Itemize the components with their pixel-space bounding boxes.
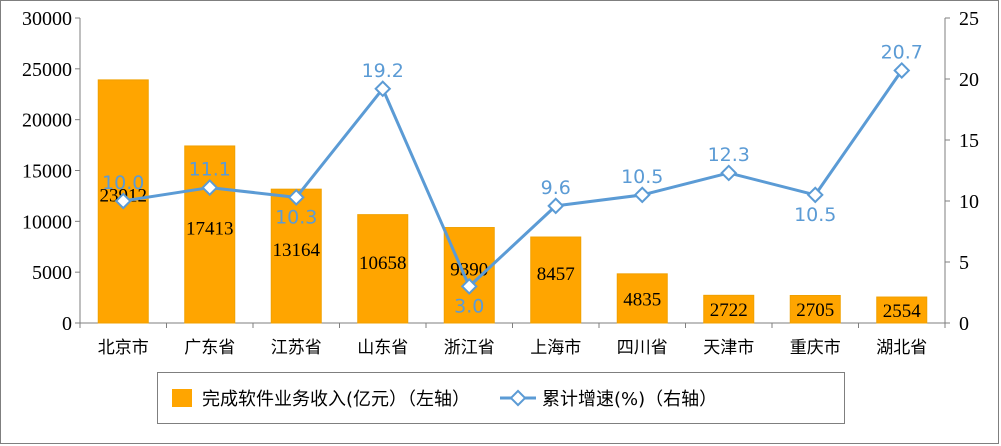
growth-point [114, 192, 132, 210]
growth-value-label: 19.2 [362, 60, 404, 82]
bar [270, 188, 322, 324]
bar [789, 294, 841, 324]
bar [357, 214, 409, 324]
right-tick-label: 20 [959, 69, 979, 91]
bar [443, 227, 495, 324]
x-tick-label: 浙江省 [444, 338, 495, 358]
growth-value-label: 10.0 [102, 172, 144, 194]
bar-value-label: 13164 [273, 240, 321, 261]
x-tick-label: 上海市 [530, 338, 581, 358]
x-tick-label: 广东省 [184, 338, 235, 358]
x-tick-label: 天津市 [703, 338, 754, 358]
legend-line-marker [500, 389, 537, 407]
x-tick-label: 湖北省 [876, 338, 927, 358]
bar-value-label: 2705 [796, 300, 834, 321]
bar [616, 273, 668, 324]
legend-item-growth: 累计增速(%)（右轴） [470, 385, 717, 411]
legend-line-label: 累计增速(%)（右轴） [542, 389, 718, 410]
growth-value-label: 9.6 [541, 177, 571, 199]
bar-value-label: 2722 [710, 300, 748, 321]
growth-line-path [123, 69, 903, 288]
bar-value-label: 2554 [883, 301, 922, 322]
legend: 完成软件业务收入(亿元）（左轴） 累计增速(%)（右轴） [157, 372, 845, 424]
bar-value-label: 4835 [623, 289, 661, 310]
x-tick-label: 江苏省 [271, 338, 322, 358]
growth-value-label: 3.0 [454, 295, 484, 317]
growth-line [114, 61, 911, 295]
right-tick-label: 5 [959, 252, 969, 274]
legend-item-revenue: 完成软件业务收入(亿元）（左轴） [158, 385, 470, 411]
bar [184, 145, 236, 324]
legend-bar-swatch [172, 389, 192, 407]
growth-point [720, 164, 738, 182]
bar-value-label: 9390 [450, 259, 488, 280]
right-tick-label: 25 [959, 8, 979, 30]
x-tick-label: 四川省 [617, 338, 668, 358]
growth-point [893, 61, 911, 79]
x-tick-label: 北京市 [98, 338, 149, 358]
growth-point [287, 188, 305, 206]
right-tick-label: 10 [959, 191, 979, 213]
bar [703, 294, 755, 324]
x-tick-label: 重庆市 [790, 338, 841, 358]
left-tick-label: 25000 [22, 59, 72, 81]
axes: 0 5000 10000 15000 20000 25000 30000 0 5 10 15 20 25… [22, 8, 979, 358]
left-tick-label: 5000 [32, 262, 72, 284]
growth-value-label: 10.3 [275, 206, 317, 228]
bar [876, 296, 928, 324]
bar [530, 236, 582, 324]
growth-point [547, 197, 565, 215]
growth-labels: 10.0 11.1 10.3 19.2 3.0 9.6 10.5 12.3 10.5 20.7 [102, 41, 923, 317]
growth-value-label: 20.7 [881, 41, 923, 63]
growth-point [460, 277, 478, 295]
growth-value-label: 10.5 [794, 204, 836, 226]
bar-labels: 2391217413131641065893908457483527222705… [100, 185, 922, 322]
bars [97, 79, 928, 324]
bar-value-label: 17413 [186, 218, 234, 239]
left-tick-label: 15000 [22, 161, 72, 183]
left-tick-label: 0 [62, 313, 72, 335]
growth-value-label: 10.5 [621, 166, 663, 188]
growth-point [374, 80, 392, 98]
right-tick-label: 0 [959, 313, 969, 335]
bar-value-label: 8457 [537, 264, 575, 285]
left-tick-label: 30000 [22, 8, 72, 30]
growth-value-label: 11.1 [189, 159, 231, 181]
right-tick-label: 15 [959, 130, 979, 152]
left-tick-label: 10000 [22, 211, 72, 233]
legend-bar-label: 完成软件业务收入(亿元）（左轴） [202, 389, 471, 410]
growth-point [633, 186, 651, 204]
growth-point [201, 179, 219, 197]
growth-value-label: 12.3 [708, 144, 750, 166]
left-tick-label: 20000 [22, 110, 72, 132]
bar-value-label: 10658 [359, 253, 407, 274]
growth-point [806, 186, 824, 204]
x-tick-label: 山东省 [357, 338, 408, 358]
